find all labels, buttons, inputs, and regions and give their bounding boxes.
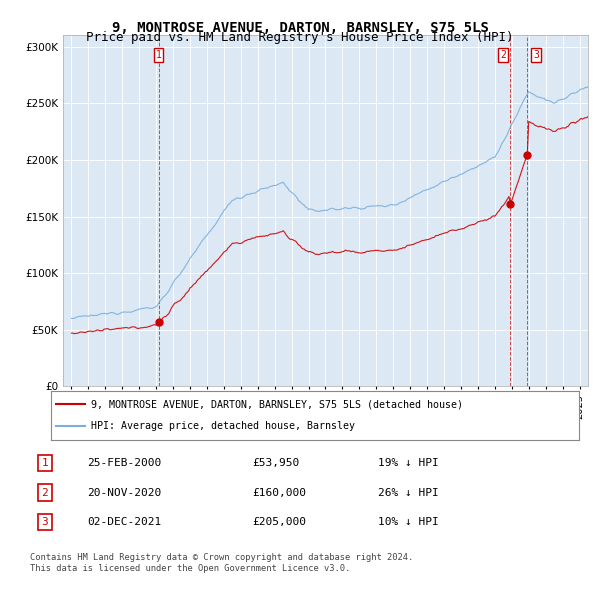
Text: This data is licensed under the Open Government Licence v3.0.: This data is licensed under the Open Gov…	[30, 565, 350, 573]
Text: 9, MONTROSE AVENUE, DARTON, BARNSLEY, S75 5LS (detached house): 9, MONTROSE AVENUE, DARTON, BARNSLEY, S7…	[91, 399, 463, 409]
Text: 9, MONTROSE AVENUE, DARTON, BARNSLEY, S75 5LS: 9, MONTROSE AVENUE, DARTON, BARNSLEY, S7…	[112, 21, 488, 35]
Text: 25-FEB-2000: 25-FEB-2000	[87, 458, 161, 468]
Text: £205,000: £205,000	[252, 517, 306, 527]
Text: HPI: Average price, detached house, Barnsley: HPI: Average price, detached house, Barn…	[91, 421, 355, 431]
Text: Contains HM Land Registry data © Crown copyright and database right 2024.: Contains HM Land Registry data © Crown c…	[30, 553, 413, 562]
Text: 02-DEC-2021: 02-DEC-2021	[87, 517, 161, 527]
Text: 20-NOV-2020: 20-NOV-2020	[87, 488, 161, 497]
Text: 19% ↓ HPI: 19% ↓ HPI	[378, 458, 439, 468]
Text: 2: 2	[41, 488, 49, 497]
Text: Price paid vs. HM Land Registry's House Price Index (HPI): Price paid vs. HM Land Registry's House …	[86, 31, 514, 44]
Text: 1: 1	[41, 458, 49, 468]
Text: 3: 3	[533, 50, 539, 60]
Text: 1: 1	[155, 50, 161, 60]
Text: £160,000: £160,000	[252, 488, 306, 497]
Text: £53,950: £53,950	[252, 458, 299, 468]
Text: 10% ↓ HPI: 10% ↓ HPI	[378, 517, 439, 527]
Text: 3: 3	[41, 517, 49, 527]
Text: 2: 2	[500, 50, 506, 60]
Text: 26% ↓ HPI: 26% ↓ HPI	[378, 488, 439, 497]
